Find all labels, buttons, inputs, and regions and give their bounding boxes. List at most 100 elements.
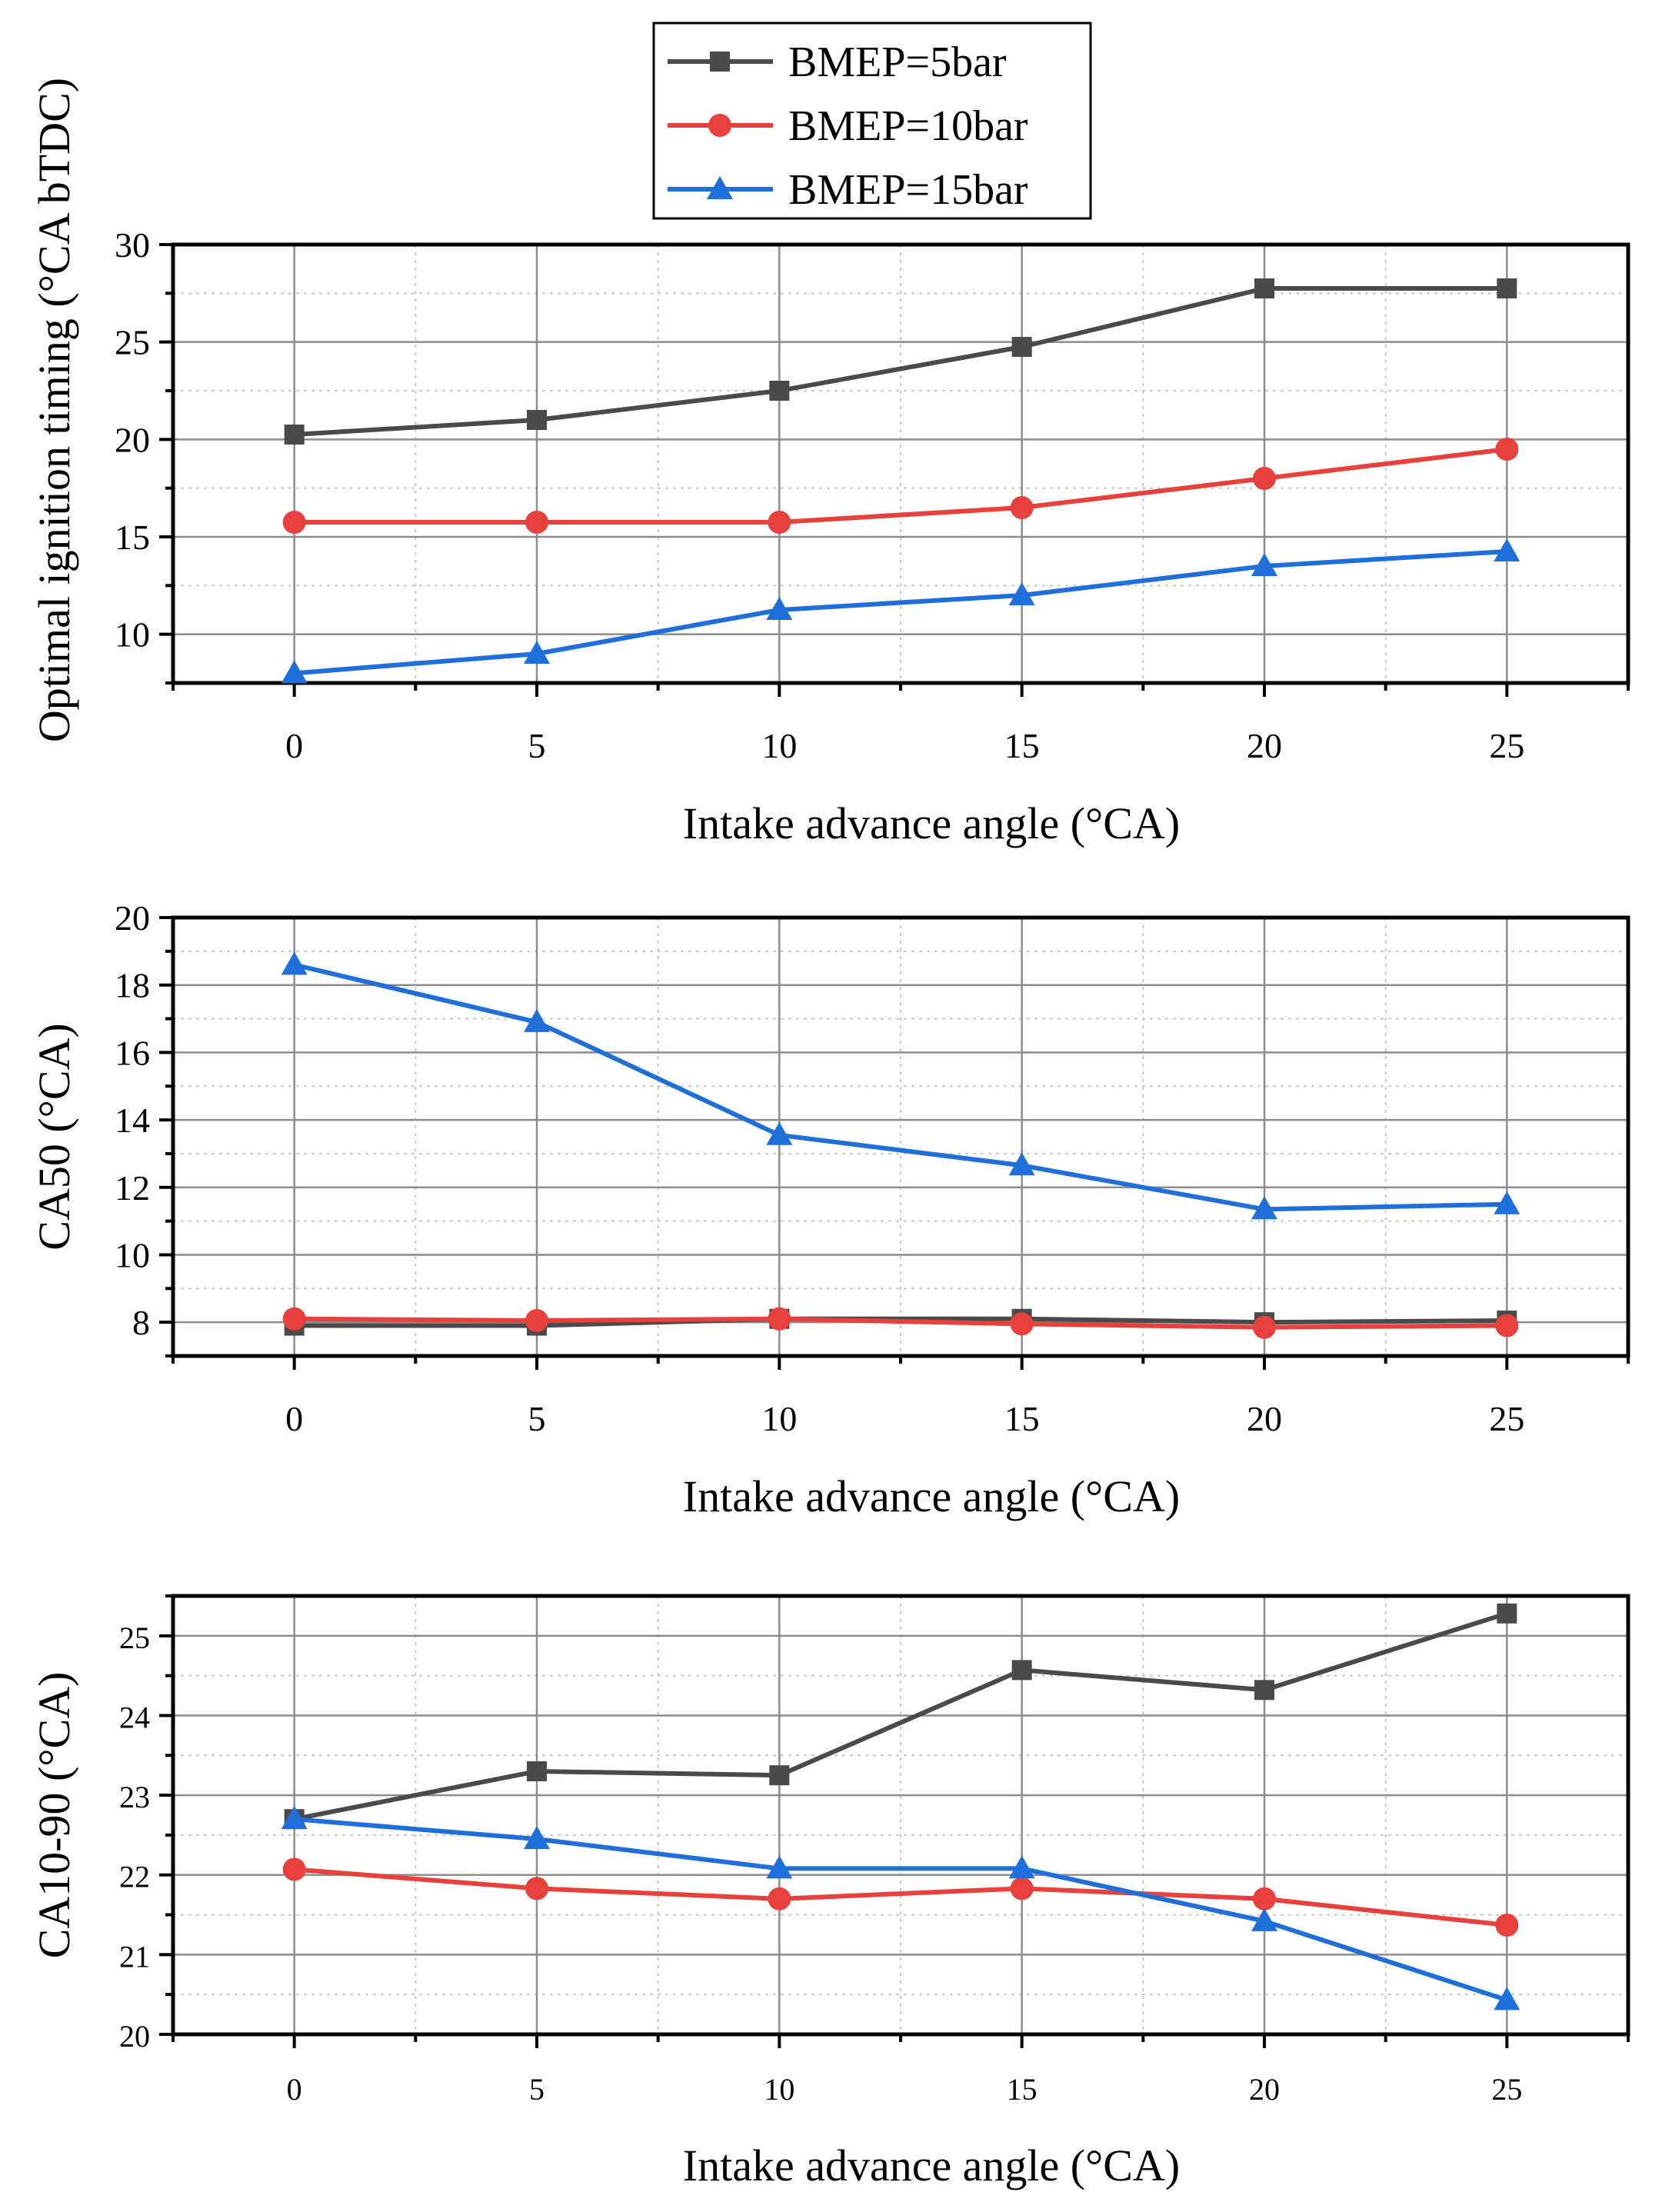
data-point <box>1254 1680 1274 1701</box>
data-point <box>524 1008 550 1032</box>
data-point <box>281 951 308 975</box>
y-tick-label: 20 <box>115 898 150 938</box>
data-point <box>1494 1191 1520 1214</box>
data-point <box>281 660 308 684</box>
data-point <box>1494 1987 1520 2010</box>
data-point <box>1495 1914 1519 1937</box>
data-point <box>282 1307 306 1331</box>
data-point <box>1253 467 1276 490</box>
x-tick-label: 25 <box>1489 1399 1524 1438</box>
y-tick-label: 22 <box>119 1860 150 1894</box>
x-tick-label: 20 <box>1249 2072 1280 2107</box>
legend-label: BMEP=15bar <box>788 166 1028 214</box>
series-line <box>293 962 1507 1212</box>
x-axis-label: Intake advance angle (°CA) <box>683 1471 1180 1521</box>
grid <box>173 1596 1628 2036</box>
x-tick-label: 0 <box>285 1399 303 1438</box>
data-point <box>1011 1660 1032 1681</box>
y-tick-label: 12 <box>115 1168 150 1208</box>
data-point <box>1011 337 1032 357</box>
series-line <box>294 1611 1508 1822</box>
data-point <box>1008 582 1035 605</box>
series-line <box>294 1316 1507 1330</box>
x-tick-label: 20 <box>1247 1399 1282 1438</box>
data-point <box>769 381 790 401</box>
legend-marker <box>707 176 733 199</box>
y-tick-label: 30 <box>115 225 150 265</box>
series-circle <box>282 438 1519 534</box>
series-line <box>294 1817 1508 2003</box>
data-point <box>1008 1152 1035 1176</box>
data-point <box>282 511 306 534</box>
data-point <box>1497 1603 1517 1624</box>
data-point <box>768 1887 791 1911</box>
data-point <box>769 1765 790 1786</box>
y-axis-label: CA50 (°CA) <box>29 1023 79 1250</box>
x-tick-label: 15 <box>1004 1399 1040 1438</box>
y-tick-label: 15 <box>115 518 150 557</box>
y-tick-label: 10 <box>115 615 150 655</box>
x-axis-label: Intake advance angle (°CA) <box>683 798 1180 848</box>
x-tick-label: 5 <box>528 726 546 765</box>
x-tick-label: 10 <box>761 1399 797 1438</box>
data-point <box>1254 278 1274 298</box>
plot-frame <box>171 915 1630 1358</box>
data-point <box>1008 1855 1035 1879</box>
x-tick-label: 10 <box>764 2072 794 2107</box>
series-line <box>294 549 1507 676</box>
x-tick-label: 0 <box>285 726 303 765</box>
data-point <box>1010 1877 1034 1901</box>
y-tick-label: 23 <box>119 1780 150 1814</box>
data-point <box>1253 1887 1276 1911</box>
data-point <box>1494 538 1520 561</box>
legend-label: BMEP=10bar <box>788 102 1028 150</box>
x-tick-label: 0 <box>287 2072 302 2107</box>
grid <box>173 916 1628 1356</box>
y-tick-label: 16 <box>115 1033 150 1072</box>
y-axis-label: CA10-90 (°CA) <box>29 1672 79 1959</box>
data-point <box>768 1307 791 1331</box>
data-point <box>282 1857 306 1881</box>
series-line <box>294 286 1507 437</box>
x-tick-label: 20 <box>1247 726 1282 765</box>
x-tick-label: 25 <box>1491 2072 1522 2107</box>
x-tick-label: 15 <box>1004 726 1040 765</box>
data-point <box>525 511 548 534</box>
data-point <box>1251 1907 1277 1931</box>
x-tick-label: 5 <box>529 2072 545 2107</box>
plot-frame <box>171 242 1630 685</box>
data-point <box>1253 1315 1276 1339</box>
grid <box>173 243 1628 683</box>
series-triangle <box>281 951 1520 1220</box>
series-triangle <box>281 1806 1520 2010</box>
series-line <box>294 447 1507 525</box>
series-circle <box>282 1307 1519 1339</box>
x-tick-label: 15 <box>1007 2072 1038 2107</box>
chart-ca50: 8 10 12 14 16 18 20 0 5 10 15 20 25 Intake advance an… <box>29 898 1630 1521</box>
data-point <box>768 511 791 534</box>
y-tick-label: 14 <box>115 1101 150 1140</box>
y-tick-label: 24 <box>119 1700 150 1734</box>
chart-ignition-timing: 10 15 20 25 30 0 5 10 15 20 25 Intake advance angle… <box>29 78 1630 848</box>
data-point <box>281 1806 308 1830</box>
legend: BMEP=5bar BMEP=10bar BMEP=15bar <box>652 22 1092 220</box>
y-tick-label: 25 <box>119 1621 150 1655</box>
data-point <box>1495 1314 1519 1338</box>
data-point <box>527 410 547 430</box>
data-point <box>1497 278 1517 298</box>
x-axis-label: Intake advance angle (°CA) <box>683 2140 1180 2190</box>
chart-ca10-90: 20 21 22 23 24 25 0 5 10 15 20 25 Intake advance ang… <box>29 1594 1630 2190</box>
data-point <box>766 597 793 620</box>
series-triangle <box>281 538 1520 684</box>
data-point <box>766 1855 793 1879</box>
data-point <box>284 425 305 445</box>
data-point <box>1495 438 1519 461</box>
series-line <box>294 1867 1507 1928</box>
data-point <box>766 1121 793 1145</box>
y-tick-label: 8 <box>132 1303 150 1342</box>
x-tick-label: 25 <box>1489 726 1524 765</box>
data-point <box>527 1761 547 1781</box>
data-point <box>524 641 550 664</box>
series-line <box>294 1316 1507 1328</box>
